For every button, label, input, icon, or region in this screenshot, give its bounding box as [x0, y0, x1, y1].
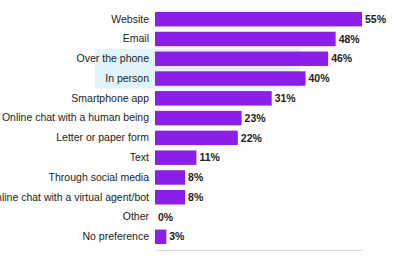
tick: Website — [111, 13, 154, 25]
data-label: 31% — [275, 92, 297, 104]
tick: Other — [123, 210, 154, 222]
tick-label: Online chat with a virtual agent/bot — [0, 191, 149, 203]
data-label: 23% — [245, 112, 267, 124]
data-labels: 55% 48% 46%40% 31% 23% 22% 11% 8% 8% 0% 3% — [158, 13, 387, 243]
category-axis: Website Email Over the phone In person Smart… — [0, 13, 154, 243]
tick-label: In person — [105, 72, 149, 84]
bar — [155, 150, 196, 164]
tick: Online chat with a human being — [2, 111, 154, 123]
bar — [155, 71, 306, 85]
tick: Text — [130, 151, 154, 163]
tick-label: Text — [130, 151, 149, 163]
bar — [155, 190, 185, 204]
tick: Online chat with a virtual agent/bot — [0, 191, 154, 203]
tick: Through social media — [49, 171, 154, 183]
tick: Over the phone — [77, 52, 154, 64]
bar — [155, 32, 336, 46]
tick-label: Letter or paper form — [56, 131, 149, 143]
bars — [155, 12, 362, 244]
bar — [155, 210, 156, 224]
data-label: 3% — [169, 230, 185, 242]
tick-label: Online chat with a human being — [2, 111, 149, 123]
tick-label: Email — [123, 32, 149, 44]
tick-label: Smartphone app — [71, 92, 149, 104]
data-label: 22% — [241, 132, 263, 144]
data-label: 0% — [158, 211, 174, 223]
bar — [155, 131, 238, 145]
axis-line — [156, 250, 363, 251]
tick: No preference — [82, 230, 154, 242]
tick-label: Other — [123, 210, 150, 222]
data-label: 8% — [188, 191, 204, 203]
bar — [155, 170, 185, 184]
tick-label: Through social media — [49, 171, 150, 183]
value-axis — [156, 250, 363, 251]
tick: Letter or paper form — [56, 131, 154, 143]
tick-label: Website — [111, 13, 149, 25]
bar — [155, 52, 328, 66]
data-label: 40% — [309, 72, 331, 84]
data-label: 48% — [339, 33, 361, 45]
bar — [155, 111, 242, 125]
data-label: 11% — [199, 151, 220, 163]
bar — [155, 230, 166, 244]
data-label: 46% — [331, 52, 353, 64]
tick: In person — [105, 72, 154, 84]
tick: Smartphone app — [71, 92, 154, 104]
bar — [155, 12, 362, 26]
data-label: 55% — [365, 13, 387, 25]
data-label: 8% — [188, 171, 204, 183]
tick-label: No preference — [82, 230, 149, 242]
chart: Website Email Over the phone In person Smart… — [0, 0, 400, 259]
tick: Email — [123, 32, 154, 44]
tick-label: Over the phone — [77, 52, 150, 64]
bar — [155, 91, 272, 105]
